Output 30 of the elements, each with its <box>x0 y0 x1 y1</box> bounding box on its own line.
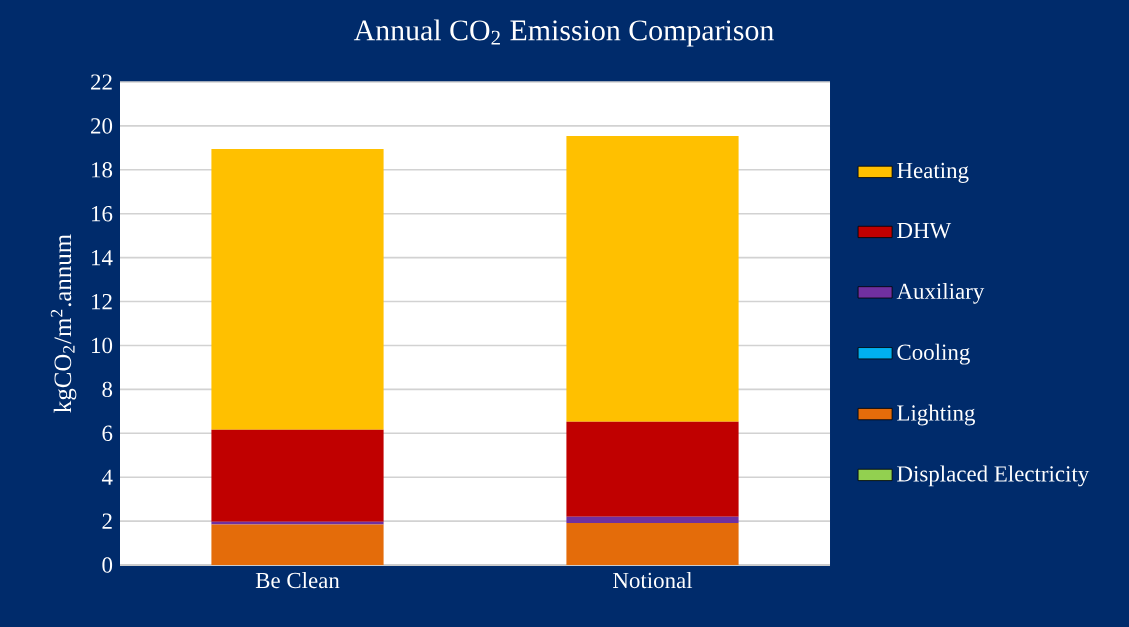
legend-label: Lighting <box>897 404 975 426</box>
legend-label: Heating <box>897 162 969 183</box>
y-tick-label: 10 <box>92 337 113 354</box>
legend-label: Cooling <box>897 343 970 365</box>
bar <box>566 421 739 517</box>
y-tick-label: 0 <box>102 557 113 573</box>
y-tick-label: 22 <box>91 74 112 90</box>
bar <box>211 521 384 525</box>
bar <box>566 523 739 565</box>
chart-title: Annual CO$_{2}$ Emission Comparison <box>353 19 774 47</box>
bar <box>211 429 384 522</box>
bar <box>211 524 384 565</box>
legend-label: Auxiliary <box>896 282 985 304</box>
y-tick-label: 16 <box>92 206 113 222</box>
y-tick-label: 2 <box>102 513 112 529</box>
y-tick-label: 8 <box>102 381 113 398</box>
y-axis-title: kgCO$_{2}$/m$^{2}$.annum <box>50 234 77 413</box>
x-tick-label: Be Clean <box>255 572 340 589</box>
y-tick-label: 14 <box>92 250 113 266</box>
legend-label: Displaced Electricity <box>897 465 1090 487</box>
y-tick-label: 4 <box>101 469 113 485</box>
bar <box>566 136 739 422</box>
y-tick-label: 12 <box>92 293 112 310</box>
bar <box>566 516 739 524</box>
bar <box>211 148 384 430</box>
y-tick-label: 18 <box>92 162 113 178</box>
legend-label: DHW <box>897 222 952 239</box>
y-tick-label: 20 <box>91 118 113 134</box>
y-tick-label: 6 <box>102 425 113 441</box>
x-tick-label: Notional <box>613 572 693 589</box>
